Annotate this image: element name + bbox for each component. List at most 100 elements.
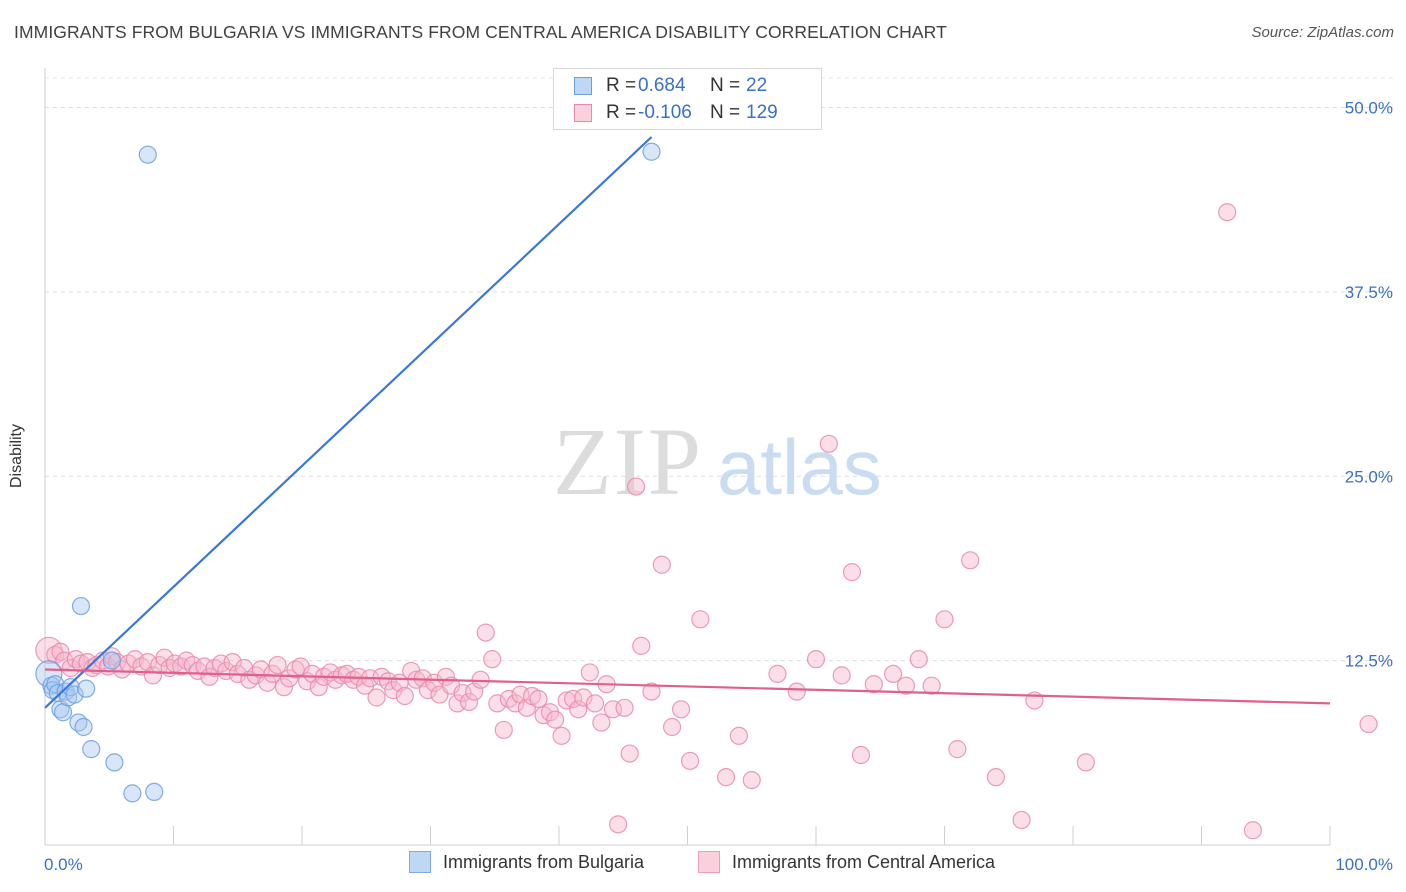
legend-row-bulgaria: R = 0.684 N = 22 bbox=[574, 74, 767, 98]
data-point bbox=[77, 679, 96, 698]
data-point bbox=[82, 740, 101, 759]
data-point bbox=[546, 710, 565, 729]
y-tick-label: 12.5% bbox=[1345, 652, 1393, 671]
data-point bbox=[864, 675, 883, 694]
data-point bbox=[102, 651, 121, 670]
data-point bbox=[580, 663, 599, 682]
y-tick-label: 25.0% bbox=[1345, 467, 1393, 486]
data-point bbox=[632, 636, 651, 655]
data-point bbox=[274, 678, 294, 697]
y-tick-label: 37.5% bbox=[1345, 283, 1393, 302]
data-point bbox=[642, 682, 661, 701]
watermark-zip: ZIP bbox=[553, 408, 703, 515]
axes bbox=[44, 68, 1331, 846]
data-point bbox=[691, 610, 710, 629]
legend-n-label: N = bbox=[710, 75, 741, 96]
data-point bbox=[1076, 753, 1095, 772]
data-point bbox=[742, 770, 761, 790]
data-point bbox=[448, 694, 467, 713]
data-point bbox=[309, 678, 328, 697]
data-point bbox=[961, 551, 980, 570]
data-point bbox=[1012, 810, 1031, 830]
tick-labels: 12.5% 25.0% 37.5% 50.0% 0.0% 100.0% bbox=[44, 99, 1393, 875]
watermark: ZIP atlas bbox=[553, 408, 882, 515]
data-point bbox=[819, 434, 838, 453]
data-point bbox=[488, 694, 507, 713]
data-point bbox=[1218, 203, 1237, 222]
legend-r-label: R = bbox=[606, 75, 637, 96]
y-tick-label: 50.0% bbox=[1345, 99, 1393, 118]
data-point bbox=[172, 657, 191, 676]
data-point bbox=[768, 664, 787, 684]
data-point bbox=[494, 720, 513, 740]
bottom-legend-bulgaria: Immigrants from Bulgaria bbox=[409, 851, 644, 873]
legend-swatch-central-america bbox=[574, 104, 592, 122]
trend-lines bbox=[44, 136, 1331, 709]
data-points bbox=[35, 142, 1378, 840]
data-point bbox=[155, 648, 174, 667]
data-point bbox=[71, 654, 91, 673]
legend-row-central-america: R = -0.106 N = 129 bbox=[574, 101, 778, 125]
data-point bbox=[680, 751, 700, 771]
data-point bbox=[806, 650, 826, 669]
data-point bbox=[948, 740, 967, 759]
data-point bbox=[286, 660, 305, 679]
data-point bbox=[922, 676, 941, 695]
data-point bbox=[615, 698, 634, 717]
data-point bbox=[378, 672, 398, 691]
data-point bbox=[609, 815, 628, 834]
data-point bbox=[74, 717, 93, 737]
data-point bbox=[200, 667, 219, 686]
data-point bbox=[883, 664, 903, 684]
data-point bbox=[626, 477, 646, 496]
legend-r-label: R = bbox=[606, 102, 637, 123]
x-tick-label: 0.0% bbox=[44, 855, 83, 874]
data-point bbox=[729, 726, 749, 745]
data-point bbox=[35, 660, 63, 688]
data-point bbox=[506, 694, 525, 713]
grid-lines bbox=[45, 77, 1393, 662]
trend-line bbox=[44, 668, 1331, 705]
data-point bbox=[476, 623, 495, 642]
data-point bbox=[787, 682, 806, 701]
trend-line bbox=[44, 136, 653, 709]
legend-n-value: 22 bbox=[746, 75, 768, 96]
data-point bbox=[459, 692, 479, 712]
data-point bbox=[102, 647, 121, 666]
data-point bbox=[552, 726, 571, 745]
data-point bbox=[569, 700, 588, 719]
data-point bbox=[642, 142, 661, 161]
data-point bbox=[384, 681, 403, 700]
data-point bbox=[592, 713, 611, 732]
data-point bbox=[832, 666, 851, 685]
data-point bbox=[716, 768, 736, 787]
bottom-legend-central-america: Immigrants from Central America bbox=[698, 851, 995, 873]
bottom-legend-swatch-bulgaria bbox=[409, 851, 431, 873]
data-point bbox=[652, 555, 671, 574]
data-point bbox=[896, 676, 916, 695]
data-point bbox=[51, 642, 70, 661]
data-point bbox=[263, 664, 282, 684]
data-point bbox=[65, 685, 84, 704]
chart-title: IMMIGRANTS FROM BULGARIA VS IMMIGRANTS F… bbox=[14, 22, 947, 42]
data-point bbox=[662, 717, 682, 737]
bottom-legend-swatch-central-america bbox=[698, 851, 720, 873]
data-point bbox=[574, 688, 593, 707]
legend-r-value: -0.106 bbox=[638, 102, 692, 123]
bottom-legend-label-bulgaria: Immigrants from Bulgaria bbox=[443, 851, 645, 872]
data-point bbox=[418, 681, 438, 700]
correlation-legend: R = 0.684 N = 22 R = -0.106 N = 129 bbox=[553, 68, 822, 130]
data-point bbox=[671, 700, 691, 719]
data-point bbox=[138, 145, 157, 164]
data-point bbox=[223, 652, 242, 672]
data-point bbox=[145, 782, 164, 802]
data-point bbox=[909, 650, 928, 669]
data-point bbox=[851, 745, 871, 765]
data-point bbox=[603, 700, 623, 719]
data-point bbox=[986, 768, 1006, 787]
data-point bbox=[483, 650, 502, 669]
watermark-atlas: atlas bbox=[717, 423, 882, 511]
data-point bbox=[268, 655, 287, 675]
data-point bbox=[465, 682, 484, 701]
data-point bbox=[1359, 714, 1378, 734]
